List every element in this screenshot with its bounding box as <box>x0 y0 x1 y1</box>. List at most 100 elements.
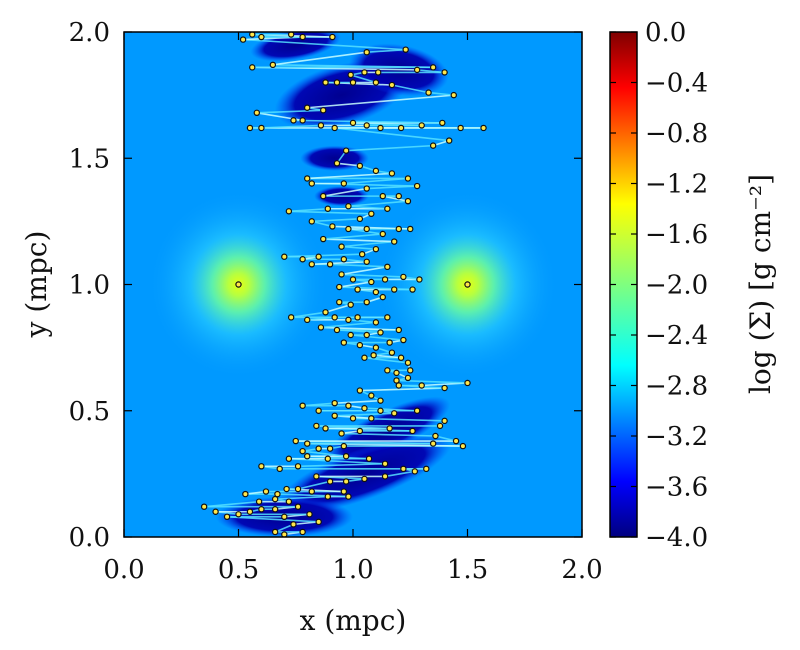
particle-marker <box>457 124 464 132</box>
filament <box>341 266 388 276</box>
particle-marker <box>329 33 336 41</box>
particle-marker <box>338 271 345 278</box>
particle-marker <box>292 437 299 445</box>
particle-marker <box>464 281 471 288</box>
particle-marker <box>299 117 306 124</box>
particle-marker <box>304 104 311 111</box>
particle-marker <box>429 440 437 447</box>
filament <box>307 94 454 109</box>
particle-marker <box>391 238 398 245</box>
filament <box>348 205 388 210</box>
filament <box>417 69 445 74</box>
particle-marker <box>363 298 370 306</box>
colorbar-tick-label: −3.2 <box>645 422 708 452</box>
particle-marker <box>304 440 311 447</box>
filament <box>334 412 395 417</box>
filament <box>325 303 351 314</box>
filament <box>320 326 399 331</box>
filament <box>320 321 376 329</box>
filament <box>323 187 367 197</box>
particle-marker <box>345 316 352 324</box>
particle-marker <box>425 89 432 96</box>
particle-marker <box>299 447 306 455</box>
particle-marker <box>258 124 265 132</box>
particle-marker <box>287 32 295 38</box>
x-tick-label: 1.0 <box>332 555 373 585</box>
particle-marker <box>361 475 368 483</box>
particle-marker <box>354 286 361 293</box>
particle-marker <box>336 298 343 306</box>
particle-marker <box>400 336 407 344</box>
particle-marker <box>320 235 327 243</box>
particle-marker <box>212 508 219 515</box>
particle-marker <box>356 162 364 170</box>
filament <box>291 311 326 319</box>
filament <box>350 334 404 341</box>
filament <box>341 245 376 250</box>
particle-marker <box>200 503 208 510</box>
filament <box>341 273 404 278</box>
filament <box>227 516 319 523</box>
particle-marker <box>384 367 391 374</box>
colorbar-label: log (Σ) [g cm⁻²] <box>744 174 777 394</box>
particle-marker <box>356 341 364 349</box>
particle-marker <box>285 208 293 215</box>
particle-markers <box>200 32 487 537</box>
particle-marker <box>315 407 322 414</box>
particle-marker <box>361 69 368 76</box>
particle-marker <box>386 339 393 346</box>
filament <box>391 84 429 94</box>
particle-marker <box>340 256 348 263</box>
colorbar-tick-label: −2.4 <box>645 321 708 351</box>
particle-marker <box>271 506 279 513</box>
particle-marker <box>345 203 352 210</box>
particle-marker <box>299 33 306 41</box>
particle-marker <box>340 339 348 346</box>
particle-marker <box>345 493 352 500</box>
particle-marker <box>395 192 402 200</box>
particle-marker <box>315 445 322 452</box>
filament <box>350 74 377 84</box>
particle-marker <box>308 180 315 187</box>
filament <box>311 220 333 228</box>
colorbar-tick-label: −1.6 <box>645 220 708 250</box>
filament <box>359 387 445 392</box>
particle-marker <box>347 301 354 308</box>
particle-marker <box>333 160 341 167</box>
particle-marker <box>249 32 256 38</box>
filament <box>272 64 434 69</box>
particle-marker <box>324 205 332 212</box>
particle-marker <box>379 293 386 301</box>
particle-marker <box>397 354 405 361</box>
particle-marker <box>329 223 336 230</box>
particle-marker <box>320 192 327 200</box>
colorbar-tick-label: −2.0 <box>645 271 708 301</box>
particle-marker <box>324 455 332 462</box>
filament <box>302 402 335 407</box>
particle-marker <box>308 261 315 268</box>
particle-marker <box>258 463 265 470</box>
filament <box>307 172 392 180</box>
particle-marker <box>322 309 329 316</box>
particle-marker <box>381 473 389 480</box>
particle-marker <box>299 402 306 409</box>
x-tick-label: 0.0 <box>103 555 144 585</box>
particle-marker <box>436 422 444 430</box>
particle-marker <box>429 142 437 149</box>
particle-marker <box>365 455 373 462</box>
colorbar-ticks: 0.0 −0.4 −0.8 −1.2 −1.6 −2.0 −2.4 −2.8 −3.2 −3.6 −… <box>610 18 708 553</box>
particle-marker <box>368 415 375 422</box>
y-tick-label: 0.0 <box>69 523 110 553</box>
filament <box>348 200 409 208</box>
particle-marker <box>342 478 350 485</box>
filament <box>339 281 372 288</box>
particle-marker <box>281 253 288 260</box>
particle-marker <box>274 490 281 498</box>
particle-marker <box>349 415 357 422</box>
particle-marker <box>285 455 293 462</box>
filament <box>245 490 267 495</box>
particle-marker <box>441 69 448 76</box>
filament <box>311 260 367 266</box>
particle-marker <box>304 316 311 324</box>
particle-marker <box>391 286 398 293</box>
